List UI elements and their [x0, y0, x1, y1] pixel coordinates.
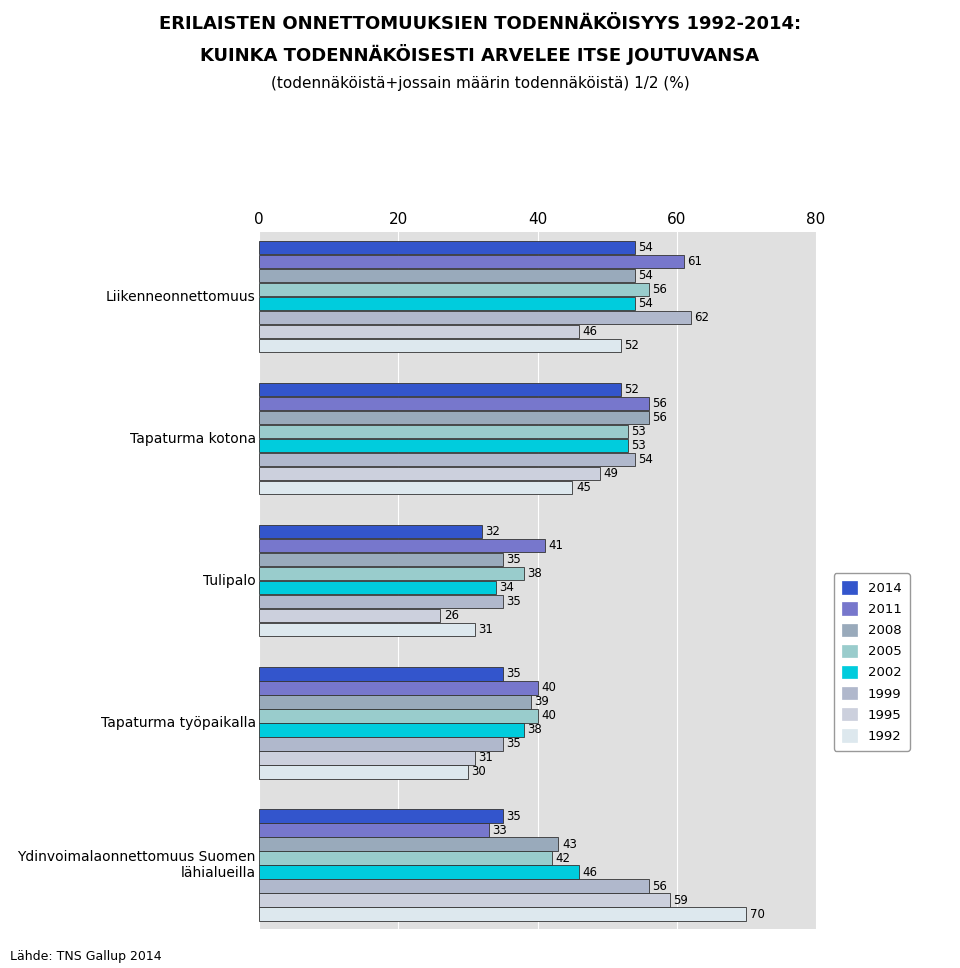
- Text: 52: 52: [625, 383, 639, 396]
- Bar: [259, 837, 559, 851]
- Bar: [259, 553, 503, 566]
- Text: 35: 35: [506, 667, 521, 681]
- Bar: [259, 269, 636, 283]
- Bar: [259, 766, 468, 778]
- Bar: [259, 710, 538, 722]
- Bar: [259, 723, 524, 737]
- Text: 40: 40: [541, 681, 556, 694]
- Bar: [259, 609, 441, 622]
- Bar: [259, 241, 636, 255]
- Text: 52: 52: [625, 339, 639, 352]
- Bar: [259, 667, 503, 681]
- Text: ERILAISTEN ONNETTOMUUKSIEN TODENNÄKÖISYYS 1992-2014:: ERILAISTEN ONNETTOMUUKSIEN TODENNÄKÖISYY…: [159, 15, 801, 33]
- Text: 56: 56: [653, 880, 667, 892]
- Bar: [259, 467, 600, 480]
- Text: 62: 62: [694, 311, 709, 324]
- Text: 35: 35: [506, 554, 521, 566]
- Text: Tapaturma työpaikalla: Tapaturma työpaikalla: [101, 716, 255, 730]
- Text: 53: 53: [632, 425, 646, 439]
- Text: 56: 56: [653, 397, 667, 410]
- Text: 42: 42: [555, 852, 570, 864]
- Text: 31: 31: [478, 623, 493, 636]
- Bar: [259, 893, 670, 907]
- Legend: 2014, 2011, 2008, 2005, 2002, 1999, 1995, 1992: 2014, 2011, 2008, 2005, 2002, 1999, 1995…: [833, 573, 910, 750]
- Bar: [259, 255, 684, 268]
- Bar: [259, 738, 503, 750]
- Text: 40: 40: [541, 710, 556, 722]
- Bar: [259, 453, 636, 467]
- Text: 54: 54: [638, 297, 654, 310]
- Text: 43: 43: [562, 837, 577, 851]
- Text: 61: 61: [687, 255, 703, 268]
- Text: 39: 39: [534, 695, 549, 709]
- Bar: [259, 879, 649, 892]
- Bar: [259, 339, 621, 352]
- Bar: [259, 865, 580, 879]
- Text: Tapaturma kotona: Tapaturma kotona: [130, 432, 255, 445]
- Bar: [259, 425, 628, 439]
- Bar: [259, 325, 580, 338]
- Text: 70: 70: [750, 908, 765, 921]
- Bar: [259, 283, 649, 296]
- Text: 35: 35: [506, 809, 521, 823]
- Bar: [259, 311, 691, 324]
- Text: (todennäköistä+jossain määrin todennäköistä) 1/2 (%): (todennäköistä+jossain määrin todennäköi…: [271, 76, 689, 90]
- Bar: [259, 809, 503, 823]
- Text: 32: 32: [486, 526, 500, 538]
- Text: KUINKA TODENNÄKÖISESTI ARVELEE ITSE JOUTUVANSA: KUINKA TODENNÄKÖISESTI ARVELEE ITSE JOUT…: [201, 44, 759, 65]
- Text: Tulipalo: Tulipalo: [203, 574, 255, 588]
- Text: 59: 59: [673, 893, 688, 907]
- Bar: [259, 623, 475, 637]
- Bar: [259, 595, 503, 609]
- Text: 34: 34: [499, 582, 515, 594]
- Text: 38: 38: [527, 567, 541, 580]
- Text: 35: 35: [506, 738, 521, 750]
- Bar: [259, 397, 649, 410]
- Text: 41: 41: [548, 539, 563, 553]
- Bar: [259, 539, 544, 553]
- Bar: [259, 681, 538, 695]
- Bar: [259, 297, 636, 310]
- Bar: [259, 695, 531, 709]
- Text: 30: 30: [471, 766, 486, 778]
- Text: 33: 33: [492, 824, 507, 836]
- Text: 54: 54: [638, 453, 654, 467]
- Text: 31: 31: [478, 751, 493, 765]
- Text: Liikenneonnettomuus: Liikenneonnettomuus: [106, 289, 255, 304]
- Text: 45: 45: [576, 481, 590, 495]
- Text: Lähde: TNS Gallup 2014: Lähde: TNS Gallup 2014: [10, 951, 161, 963]
- Bar: [259, 411, 649, 424]
- Text: 56: 56: [653, 283, 667, 296]
- Text: 54: 54: [638, 241, 654, 254]
- Bar: [259, 481, 572, 495]
- Bar: [259, 567, 524, 581]
- Text: 46: 46: [583, 325, 598, 338]
- Text: 49: 49: [604, 468, 619, 480]
- Bar: [259, 907, 747, 921]
- Text: Ydinvoimalaonnettomuus Suomen
lähialueilla: Ydinvoimalaonnettomuus Suomen lähialueil…: [17, 850, 255, 880]
- Text: 56: 56: [653, 411, 667, 424]
- Bar: [259, 751, 475, 765]
- Text: 46: 46: [583, 865, 598, 879]
- Text: 26: 26: [444, 609, 459, 622]
- Bar: [259, 525, 482, 538]
- Text: 54: 54: [638, 269, 654, 282]
- Text: 53: 53: [632, 439, 646, 452]
- Text: 35: 35: [506, 595, 521, 608]
- Bar: [259, 852, 551, 864]
- Bar: [259, 581, 496, 594]
- Bar: [259, 383, 621, 396]
- Bar: [259, 824, 489, 836]
- Bar: [259, 439, 628, 452]
- Text: 38: 38: [527, 723, 541, 737]
